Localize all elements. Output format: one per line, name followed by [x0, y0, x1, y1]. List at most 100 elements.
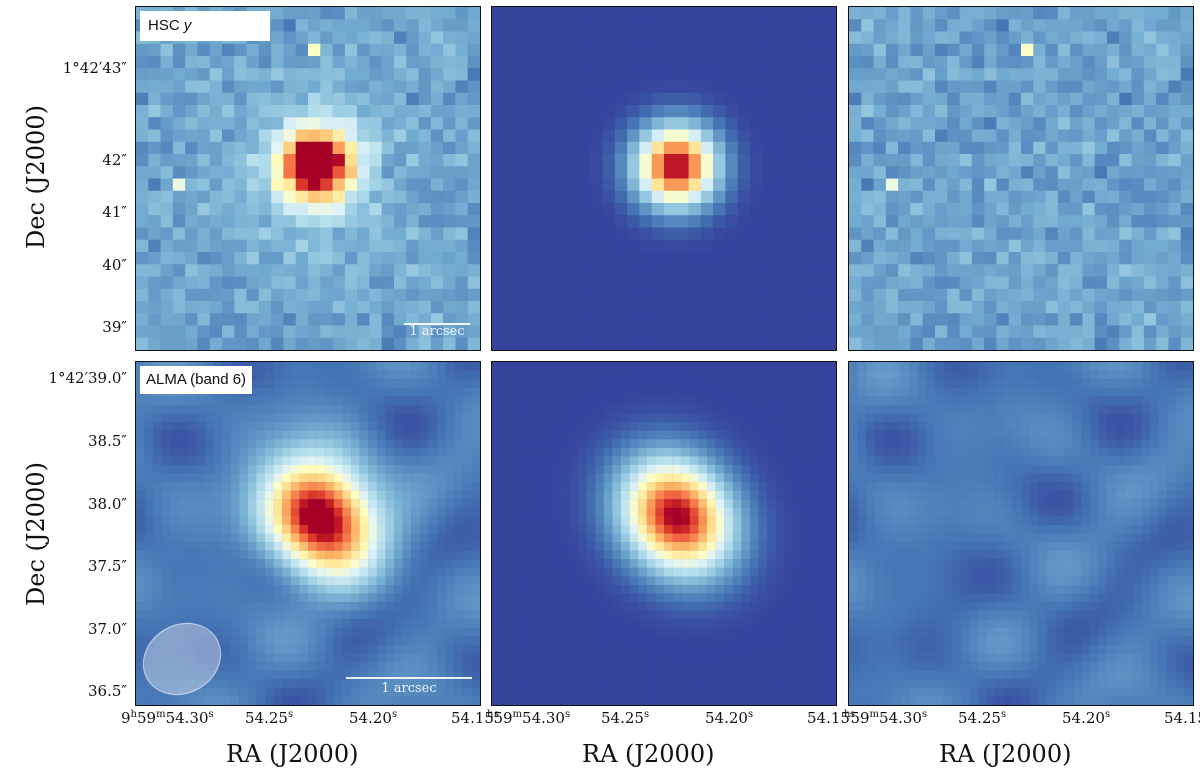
- alma-model-pixel: [595, 567, 604, 577]
- hsc-data-pixel: [418, 129, 432, 142]
- alma-data-pixel: [196, 507, 205, 517]
- hsc-data-pixel: [172, 56, 186, 69]
- alma-data-pixel: [342, 370, 352, 380]
- alma-model-pixel: [569, 422, 579, 431]
- alma-data-pixel: [256, 610, 266, 620]
- hsc-data-pixel: [332, 92, 346, 106]
- alma-data-pixel: [454, 379, 463, 388]
- alma-data-pixel: [376, 524, 386, 534]
- hsc-model-pixel: [750, 19, 763, 32]
- alma-model-pixel: [509, 430, 518, 440]
- hsc-residual-pixel: [885, 43, 899, 57]
- hsc-model-pixel: [651, 166, 665, 179]
- alma-data-pixel: [437, 636, 446, 646]
- hsc-residual-pixel: [947, 80, 960, 93]
- hsc-residual-pixel: [1168, 288, 1181, 302]
- hsc-residual-pixel: [1070, 276, 1083, 289]
- hsc-residual-pixel: [861, 178, 874, 191]
- hsc-residual-pixel: [1156, 129, 1169, 142]
- hsc-data-pixel: [258, 313, 272, 326]
- alma-data-pixel: [308, 507, 317, 517]
- alma-data-pixel: [144, 636, 154, 646]
- hsc-residual-pixel: [947, 43, 960, 57]
- hsc-residual-pixel: [984, 325, 997, 338]
- hsc-data-pixel: [209, 105, 223, 118]
- alma-data-pixel: [437, 430, 446, 440]
- alma-model-pixel: [707, 490, 716, 500]
- alma-data-pixel: [437, 559, 446, 568]
- alma-model-pixel: [715, 542, 725, 551]
- alma-data-pixel: [359, 473, 369, 483]
- hsc-model-pixel: [750, 227, 763, 240]
- hsc-data-pixel: [148, 313, 161, 326]
- alma-data-pixel: [273, 422, 283, 431]
- alma-model-pixel: [646, 516, 656, 526]
- alma-model-pixel: [750, 542, 759, 551]
- hsc-model-pixel: [664, 203, 677, 216]
- alma-data-pixel: [144, 559, 154, 568]
- alma-data-pixel: [428, 567, 438, 577]
- alma-model-pixel: [629, 413, 639, 423]
- alma-data-pixel: [376, 670, 386, 680]
- alma-model-pixel: [750, 456, 759, 466]
- hsc-model-pixel: [786, 141, 800, 155]
- hsc-data-pixel: [160, 313, 174, 326]
- hsc-residual-pixel: [1143, 80, 1157, 93]
- alma-model-pixel: [543, 430, 553, 440]
- hsc-model-pixel: [614, 276, 628, 289]
- alma-model-pixel: [810, 404, 819, 414]
- alma-model-pixel: [818, 473, 828, 483]
- hsc-data-pixel: [430, 301, 444, 314]
- alma-model-pixel: [603, 576, 613, 586]
- hsc-residual-pixel: [1008, 288, 1022, 302]
- hsc-residual-pixel: [910, 337, 923, 350]
- alma-data-pixel: [247, 499, 257, 508]
- hsc-residual-pixel: [1180, 203, 1193, 216]
- alma-model-pixel: [775, 473, 785, 483]
- hsc-data-pixel: [443, 227, 456, 240]
- hsc-data-pixel: [148, 141, 161, 155]
- alma-model-pixel: [767, 507, 776, 517]
- hsc-residual-pixel: [898, 68, 911, 81]
- hsc-model-pixel: [639, 325, 652, 338]
- hsc-data-pixel: [344, 80, 358, 93]
- hsc-model-pixel: [492, 154, 505, 167]
- alma-data-pixel: [471, 404, 480, 414]
- hsc-residual-pixel: [1119, 31, 1132, 44]
- hsc-residual-pixel: [849, 325, 862, 338]
- hsc-residual-pixel: [849, 80, 862, 93]
- alma-model-pixel: [707, 396, 716, 406]
- alma-model-pixel: [732, 370, 742, 380]
- hsc-residual-pixel: [1119, 43, 1132, 57]
- alma-model-pixel: [621, 387, 630, 397]
- alma-data-pixel: [239, 396, 248, 406]
- alma-data-pixel: [454, 653, 463, 663]
- alma-data-pixel: [402, 422, 412, 431]
- alma-model-pixel: [672, 482, 682, 491]
- hsc-residual-pixel: [1094, 68, 1108, 81]
- hsc-data-pixel: [160, 68, 174, 81]
- hsc-model-pixel: [799, 129, 812, 142]
- hsc-model-pixel: [492, 43, 505, 57]
- hsc-data-pixel: [332, 239, 346, 253]
- alma-data-pixel: [308, 362, 317, 371]
- alma-data-pixel: [187, 396, 197, 406]
- alma-model-pixel: [698, 524, 708, 534]
- hsc-data-pixel: [258, 129, 272, 142]
- hsc-data-pixel: [271, 117, 284, 130]
- hsc-residual-pixel: [971, 313, 985, 326]
- hsc-model-pixel: [578, 68, 591, 81]
- hsc-residual-pixel: [1107, 252, 1120, 265]
- alma-data-pixel: [351, 439, 360, 448]
- alma-model-pixel: [758, 473, 768, 483]
- hsc-model-pixel: [504, 264, 517, 277]
- alma-model-pixel: [801, 456, 811, 466]
- hsc-residual-pixel: [935, 178, 948, 191]
- alma-model-pixel: [827, 490, 836, 500]
- alma-data-pixel: [239, 456, 248, 466]
- hsc-model-pixel: [492, 264, 505, 277]
- hsc-residual-pixel: [885, 141, 899, 155]
- alma-data-pixel: [437, 576, 446, 586]
- hsc-data-pixel: [172, 203, 186, 216]
- alma-data-pixel: [170, 627, 180, 637]
